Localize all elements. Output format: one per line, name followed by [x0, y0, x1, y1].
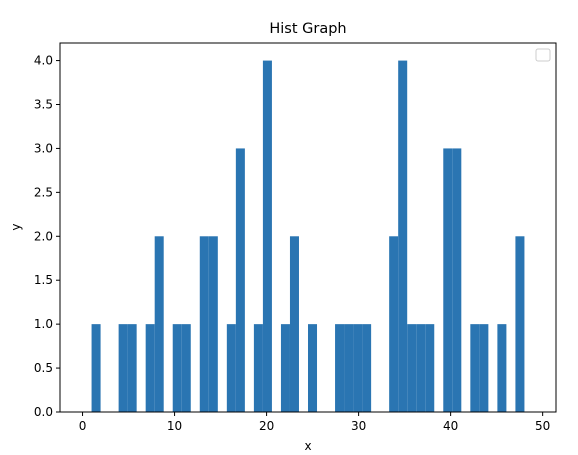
histogram-bar: [235, 148, 245, 412]
y-tick-label: 3.0: [34, 141, 53, 155]
histogram-bar: [335, 324, 345, 412]
x-tick-label: 40: [443, 419, 458, 433]
histogram-bar: [199, 236, 209, 412]
histogram-bar: [344, 324, 354, 412]
histogram-bar: [145, 324, 155, 412]
y-axis-label: y: [9, 223, 23, 230]
histogram-bar: [172, 324, 182, 412]
histogram-bar: [443, 148, 453, 412]
y-tick-label: 1.5: [34, 273, 53, 287]
histogram-bar: [452, 148, 462, 412]
x-tick-label: 50: [535, 419, 550, 433]
histogram-bar: [289, 236, 299, 412]
histogram-bar: [226, 324, 236, 412]
histogram-bar: [425, 324, 435, 412]
histogram-bar: [479, 324, 489, 412]
x-tick-label: 30: [351, 419, 366, 433]
histogram-bar: [362, 324, 372, 412]
x-axis-label: x: [304, 439, 311, 453]
y-tick-label: 4.0: [34, 54, 53, 68]
histogram-bar: [308, 324, 318, 412]
plot-frame: [59, 42, 557, 413]
histogram-bar: [407, 324, 417, 412]
x-tick-label: 0: [79, 419, 87, 433]
bars-group: [91, 60, 525, 412]
histogram-bar: [515, 236, 525, 412]
histogram-bar: [262, 60, 272, 412]
histogram-bar: [389, 236, 399, 412]
legend-box: [535, 48, 551, 62]
y-tick-label: 2.0: [34, 229, 53, 243]
histogram-bar: [280, 324, 290, 412]
histogram-bar: [497, 324, 507, 412]
y-tick-label: 0.5: [34, 361, 53, 375]
histogram-bar: [253, 324, 263, 412]
histogram-bar: [154, 236, 164, 412]
y-tick-label: 1.0: [34, 317, 53, 331]
x-tick-label: 20: [259, 419, 274, 433]
x-tick-label: 10: [167, 419, 182, 433]
histogram-bar: [118, 324, 128, 412]
histogram-bar: [91, 324, 101, 412]
histogram-bar: [353, 324, 363, 412]
histogram-bar: [127, 324, 137, 412]
histogram-bar: [416, 324, 426, 412]
histogram-bar: [181, 324, 191, 412]
histogram-bar: [470, 324, 480, 412]
y-tick-label: 0.0: [34, 405, 53, 419]
y-tick-label: 3.5: [34, 98, 53, 112]
histogram-bar: [398, 60, 408, 412]
y-tick-label: 2.5: [34, 185, 53, 199]
histogram-bar: [208, 236, 218, 412]
ticks-group: 0 10 20 30 40 50 0.0 0.5 1.0 1.5 2.0 2.5 3.0 3.5 4.0: [34, 54, 550, 433]
chart-title: Hist Graph: [269, 21, 346, 37]
